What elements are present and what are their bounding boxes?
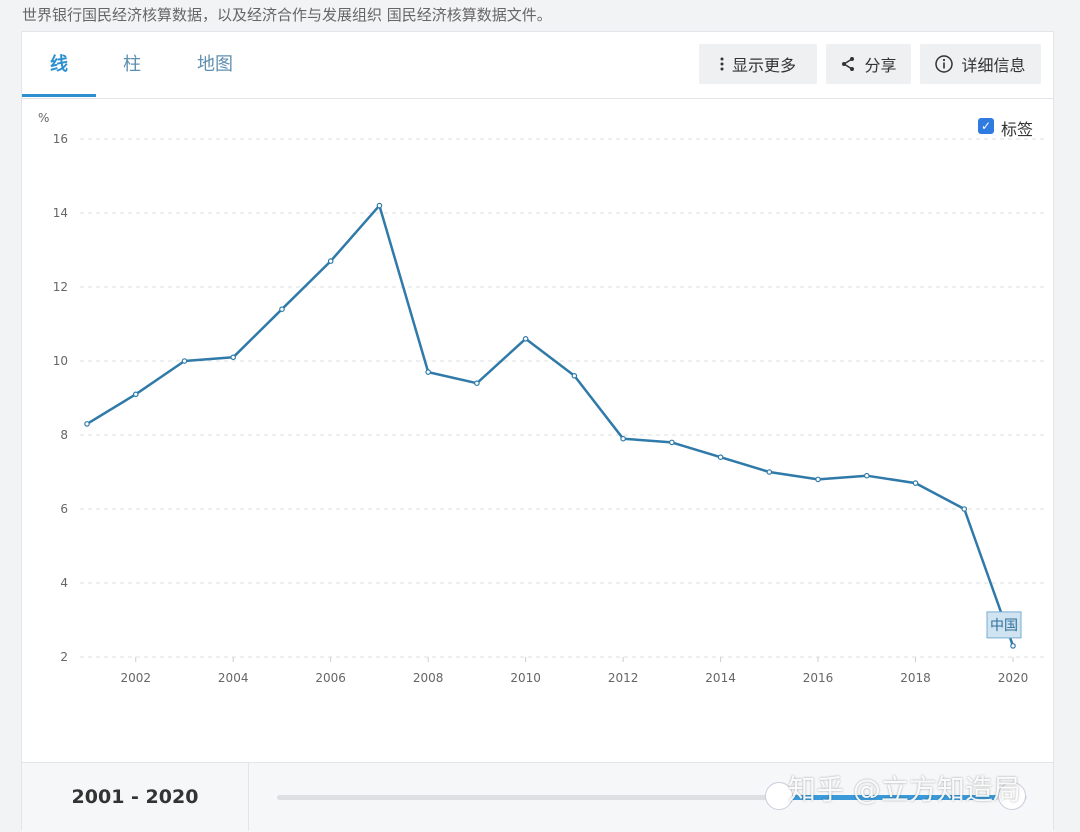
data-point: [912, 480, 919, 486]
data-point: [279, 306, 285, 313]
x-tick-label: 2010: [510, 671, 541, 685]
range-slider-track[interactable]: [277, 795, 1027, 800]
series-end-label: 中国: [990, 618, 1018, 634]
data-point: [961, 506, 968, 512]
y-tick-label: 4: [60, 576, 68, 590]
data-point: [132, 391, 139, 398]
x-tick-label: 2016: [803, 671, 834, 685]
details-label: 详细信息: [961, 56, 1026, 75]
source-note: 世界银行国民经济核算数据，以及经济合作与发展组织 国民经济核算数据文件。: [22, 6, 552, 24]
x-tick-label: 2008: [413, 671, 444, 685]
line-chart: 2 4 6 8 10 12 14 16% 2002 2004 2006 2008 2010 2012 201…: [38, 111, 1044, 685]
range-slider-fill: [782, 795, 997, 800]
data-point: [1010, 643, 1016, 649]
y-axis-label: %: [38, 111, 49, 125]
data-point: [327, 258, 334, 264]
x-tick-label: 2006: [315, 671, 346, 685]
data-point: [620, 435, 626, 442]
data-point: [425, 369, 431, 375]
share-label: 分享: [864, 56, 897, 75]
y-tick-label: 6: [60, 502, 68, 516]
range-slider-end-handle[interactable]: [998, 782, 1026, 810]
data-point: [181, 358, 188, 364]
y-tick-label: 2: [60, 650, 68, 664]
active-tab-indicator: [22, 94, 96, 97]
y-tick-label: 16: [53, 132, 68, 146]
x-tick-label: 2018: [900, 671, 931, 685]
info-icon: [935, 55, 954, 73]
tab-bar[interactable]: 柱: [123, 54, 141, 75]
x-tick-label: 2002: [120, 671, 151, 685]
x-tick-label: 2012: [608, 671, 639, 685]
y-tick-label: 10: [53, 354, 68, 368]
year-range-label: 2001 - 2020: [22, 763, 249, 831]
watermark: 知乎 @立方知造局: [788, 773, 1021, 806]
data-point: [522, 336, 529, 342]
data-point: [669, 439, 675, 446]
y-tick-label: 8: [60, 428, 68, 442]
data-point: [376, 202, 383, 209]
details-button[interactable]: 详细信息: [920, 44, 1041, 84]
tab-map[interactable]: 地图: [197, 54, 233, 75]
data-point: [230, 354, 237, 361]
data-point: [766, 469, 773, 475]
label-checkbox[interactable]: ✓: [978, 118, 994, 134]
chart-panel: 线 柱 地图 显示更多 分享 详细信息 2 4 6 8 10 12 14 16% 2002 200…: [21, 31, 1054, 832]
tab-line[interactable]: 线: [50, 54, 68, 75]
range-slider-start-handle[interactable]: [765, 782, 793, 810]
series-line: [86, 204, 1015, 647]
share-icon: [840, 56, 856, 72]
data-point: [815, 476, 821, 483]
show-more-label: 显示更多: [731, 56, 796, 75]
data-point: [863, 472, 870, 479]
chart-tabs: 线 柱 地图 显示更多 分享 详细信息: [22, 32, 1053, 99]
more-vertical-icon: [720, 57, 724, 71]
data-point: [717, 454, 724, 461]
x-tick-label: 2014: [705, 671, 736, 685]
data-point: [84, 421, 90, 427]
data-point: [474, 380, 480, 387]
label-checkbox-text: 标签: [1001, 120, 1034, 139]
x-tick-label: 2004: [218, 671, 249, 685]
y-tick-label: 14: [53, 206, 68, 220]
range-bar: 2001 - 2020: [22, 762, 1053, 832]
show-more-button[interactable]: 显示更多: [699, 44, 817, 84]
series-end-label-box: [986, 611, 1022, 639]
x-tick-label: 2020: [998, 671, 1029, 685]
share-button[interactable]: 分享: [826, 44, 911, 84]
y-tick-label: 12: [53, 280, 68, 294]
data-point: [571, 372, 578, 379]
